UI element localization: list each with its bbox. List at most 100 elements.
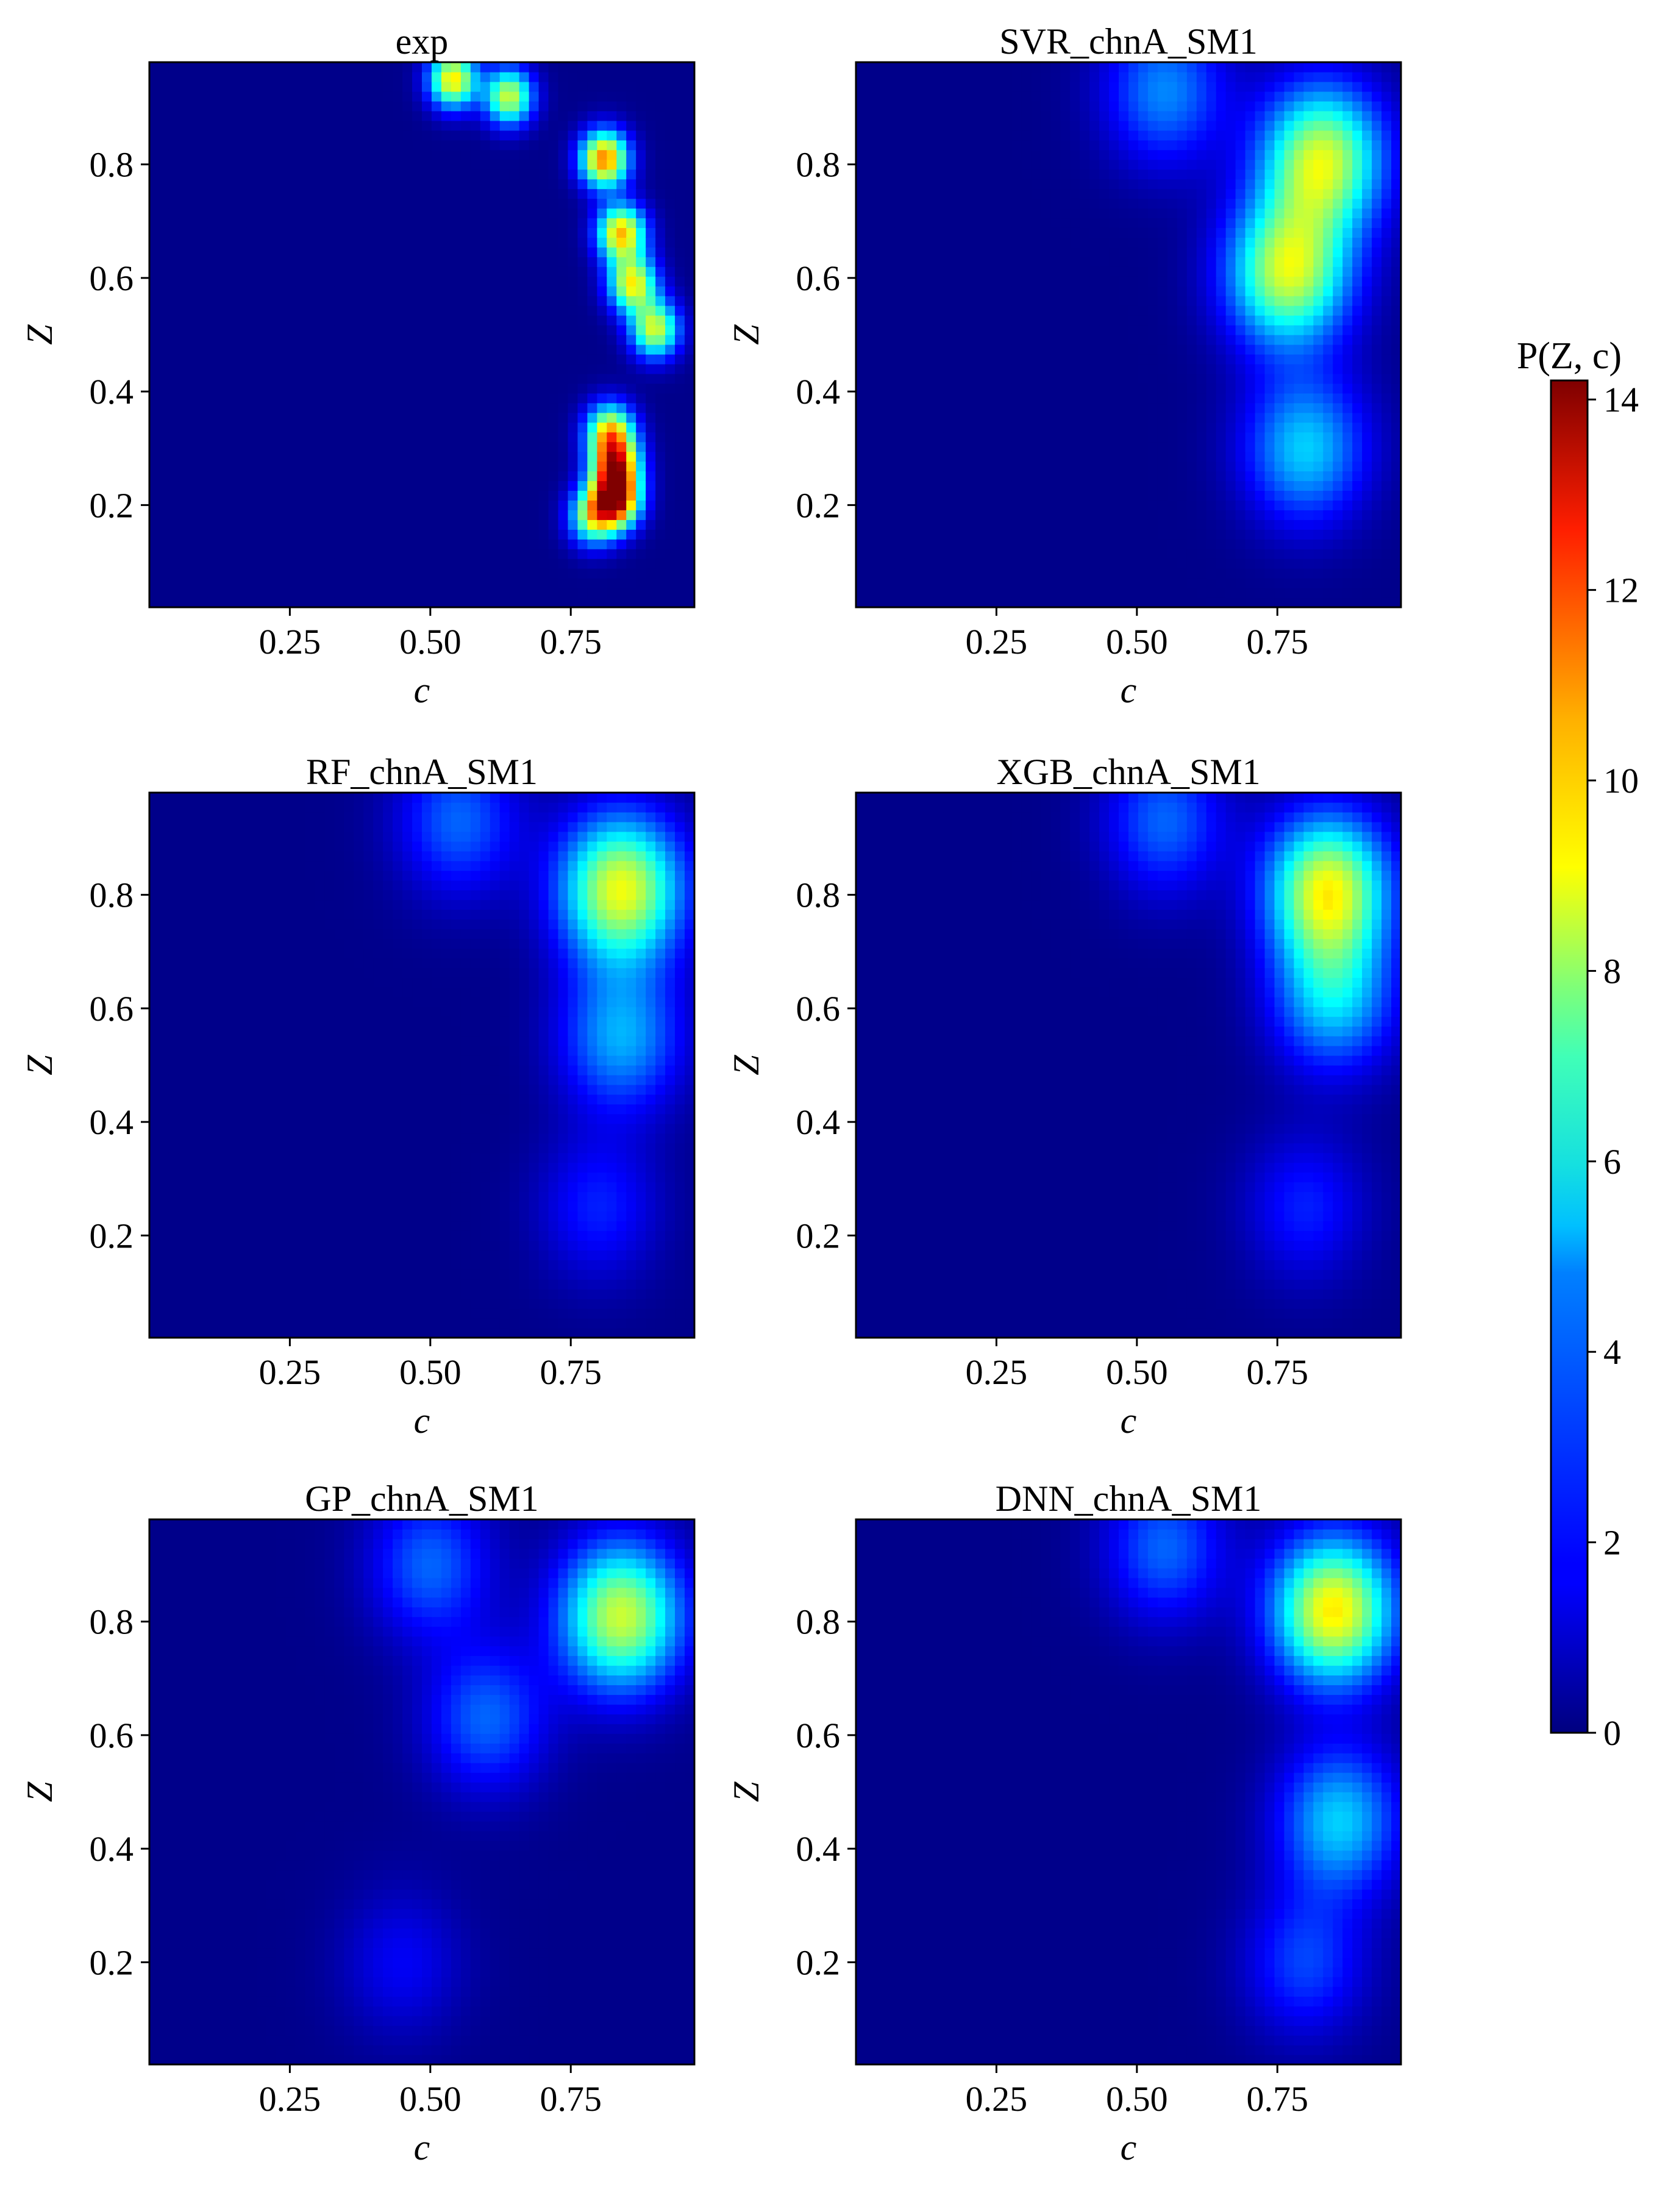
heatmap-cell	[1080, 383, 1090, 394]
heatmap-cell	[285, 325, 296, 335]
heatmap-cell	[1089, 588, 1100, 598]
heatmap-cell	[188, 227, 199, 238]
heatmap-cell	[568, 344, 579, 355]
heatmap-cell	[168, 451, 179, 462]
heatmap-cell	[1031, 71, 1041, 82]
heatmap-cell	[655, 208, 666, 219]
heatmap-cell	[315, 305, 325, 316]
heatmap-cell	[685, 276, 695, 287]
heatmap-cell	[607, 500, 617, 510]
heatmap-cell	[1128, 363, 1139, 374]
heatmap-cell	[982, 276, 993, 287]
heatmap-cell	[587, 71, 597, 82]
heatmap-cell	[1138, 325, 1149, 335]
heatmap-cell	[577, 432, 588, 443]
heatmap-cell	[587, 549, 597, 559]
heatmap-cell	[875, 412, 886, 423]
heatmap-cell	[1070, 383, 1080, 394]
heatmap-cell	[568, 208, 579, 219]
heatmap-cell	[266, 412, 277, 423]
heatmap-cell	[393, 315, 403, 326]
heatmap-cell	[914, 325, 925, 335]
heatmap-cell	[276, 81, 287, 92]
heatmap-cell	[178, 296, 189, 306]
heatmap-cell	[1157, 344, 1168, 355]
heatmap-cell	[237, 383, 248, 394]
heatmap-cell	[568, 393, 579, 404]
heatmap-cell	[227, 393, 238, 404]
heatmap-cell	[1119, 276, 1129, 287]
heatmap-cell	[856, 461, 866, 472]
heatmap-cell	[636, 402, 646, 413]
heatmap-cell	[655, 237, 666, 248]
heatmap-cell	[972, 120, 983, 131]
heatmap-cell	[646, 412, 656, 423]
heatmap-cell	[1167, 344, 1178, 355]
heatmap-cell	[207, 588, 218, 598]
heatmap-cell	[354, 402, 364, 413]
heatmap-cell	[470, 461, 481, 472]
heatmap-cell	[626, 169, 636, 180]
heatmap-cell	[1050, 247, 1061, 257]
heatmap-cell	[198, 363, 208, 374]
heatmap-cell	[865, 441, 876, 452]
heatmap-cell	[402, 81, 413, 92]
heatmap-cell	[373, 198, 383, 209]
heatmap-cell	[412, 237, 422, 248]
heatmap-cell	[188, 120, 199, 131]
heatmap-cell	[992, 598, 1003, 608]
heatmap-cell	[875, 198, 886, 209]
heatmap-cell	[607, 451, 617, 462]
heatmap-cell	[373, 91, 383, 102]
heatmap-cell	[856, 529, 866, 540]
heatmap-cell	[334, 383, 344, 394]
heatmap-cell	[188, 71, 199, 82]
heatmap-cell	[1099, 354, 1110, 365]
heatmap-cell	[856, 91, 866, 102]
heatmap-cell	[1128, 179, 1139, 190]
heatmap-cell	[285, 519, 296, 530]
heatmap-cell	[885, 549, 896, 559]
heatmap-cell	[470, 149, 481, 160]
heatmap-cell	[607, 101, 617, 112]
heatmap-cell	[982, 130, 993, 141]
heatmap-cell	[499, 91, 510, 102]
heatmap-cell	[519, 558, 530, 569]
heatmap-cell	[685, 130, 695, 141]
heatmap-cell	[198, 519, 208, 530]
heatmap-cell	[865, 539, 876, 549]
heatmap-cell	[198, 218, 208, 228]
heatmap-cell	[383, 266, 393, 277]
heatmap-cell	[178, 432, 189, 443]
heatmap-cell	[276, 383, 287, 394]
heatmap-cell	[885, 422, 896, 433]
heatmap-cell	[168, 266, 179, 277]
heatmap-cell	[972, 519, 983, 530]
heatmap-cell	[256, 198, 267, 209]
heatmap-cell	[344, 598, 354, 608]
heatmap-cell	[675, 529, 685, 540]
heatmap-cell	[509, 412, 520, 423]
heatmap-cell	[924, 335, 935, 345]
heatmap-cell	[480, 276, 491, 287]
heatmap-cell	[865, 393, 876, 404]
heatmap-cell	[470, 120, 481, 131]
heatmap-cell	[412, 247, 422, 257]
heatmap-cell	[393, 354, 403, 365]
heatmap-cell	[963, 120, 974, 131]
heatmap-cell	[1070, 412, 1080, 423]
heatmap-cell	[943, 510, 954, 520]
heatmap-cell	[159, 325, 169, 335]
heatmap-cell	[480, 266, 491, 277]
heatmap-cell	[597, 91, 607, 102]
heatmap-cell	[568, 276, 579, 287]
heatmap-cell	[1157, 120, 1168, 131]
heatmap-cell	[636, 529, 646, 540]
heatmap-cell	[1157, 266, 1168, 277]
heatmap-cell	[597, 480, 607, 491]
heatmap-cell	[373, 286, 383, 296]
heatmap-cell	[393, 402, 403, 413]
heatmap-cell	[1041, 335, 1051, 345]
heatmap-cell	[227, 500, 238, 510]
heatmap-cell	[1070, 480, 1080, 491]
